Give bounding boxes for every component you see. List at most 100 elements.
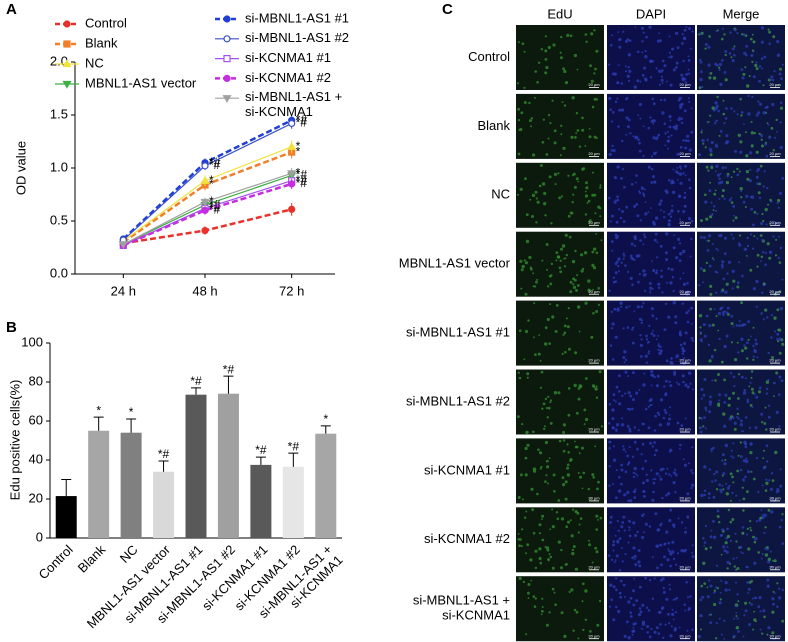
cell: [545, 474, 548, 477]
cell: [522, 580, 526, 584]
cell: [746, 400, 750, 404]
cell: [690, 336, 694, 340]
cell: [679, 343, 683, 347]
cell: [590, 335, 594, 339]
cell: [778, 587, 781, 590]
cell: [570, 588, 574, 592]
micrograph: 20 μm: [516, 507, 604, 573]
cell: [762, 251, 765, 254]
cell: [551, 315, 555, 319]
cell: [757, 605, 761, 609]
cell: [575, 411, 579, 415]
cell: [710, 201, 713, 204]
cell: [777, 256, 781, 260]
cell: [523, 516, 527, 519]
cell: [708, 35, 711, 38]
cell: [592, 476, 595, 479]
cell: [681, 42, 684, 45]
cell: [725, 482, 728, 485]
cell: [772, 590, 775, 593]
legend-marker: [223, 15, 231, 23]
micrograph: 20 μm: [607, 576, 695, 642]
bar: [217, 393, 239, 538]
column-header: DAPI: [636, 6, 666, 21]
cell: [545, 153, 549, 156]
cell: [643, 289, 647, 293]
cell: [718, 521, 721, 524]
cell: [718, 134, 721, 137]
cell: [724, 443, 728, 448]
cell: [691, 483, 695, 487]
cell: [596, 623, 600, 627]
cell: [746, 341, 749, 345]
cell: [621, 417, 624, 420]
cell: [614, 233, 618, 237]
point: [200, 176, 210, 184]
cell: [651, 97, 655, 101]
cell: [620, 82, 624, 85]
cell: [579, 475, 582, 479]
cell: [682, 380, 685, 384]
cell: [690, 306, 693, 310]
point: [287, 142, 297, 150]
cell: [661, 291, 664, 294]
cell: [774, 592, 776, 595]
scale-bar-label: 20 μm: [588, 358, 600, 363]
cell: [629, 596, 633, 600]
column-header: EdU: [547, 6, 572, 21]
micrograph: 20 μm: [697, 438, 785, 504]
cell: [664, 251, 668, 255]
cell: [698, 284, 701, 287]
cell: [516, 193, 520, 196]
cell: [591, 193, 595, 197]
cell: [627, 375, 630, 377]
cell: [732, 391, 735, 395]
cell: [763, 615, 766, 619]
cell: [767, 123, 770, 126]
cell: [656, 528, 660, 532]
annotation: *: [129, 405, 134, 419]
cell: [721, 311, 725, 314]
cell: [751, 95, 754, 98]
cell: [780, 77, 783, 80]
cell: [553, 141, 557, 145]
cell: [771, 610, 775, 614]
cell: [544, 425, 546, 428]
cell: [612, 549, 615, 552]
cell: [523, 101, 527, 104]
cell: [670, 181, 673, 185]
cell: [677, 383, 681, 386]
cell: [538, 532, 542, 535]
cell: [655, 338, 658, 341]
cell: [690, 130, 694, 134]
cell: [718, 337, 721, 341]
cell: [592, 288, 594, 291]
cell: [779, 468, 782, 471]
cell: [609, 515, 613, 519]
cell: [517, 533, 520, 535]
cell: [523, 50, 526, 53]
cell: [566, 463, 570, 467]
cell: [638, 102, 643, 107]
cell: [749, 404, 753, 407]
cell: [704, 200, 708, 204]
cell: [760, 57, 764, 60]
cell: [559, 56, 563, 60]
cell: [734, 358, 738, 362]
cell: [635, 599, 639, 603]
cell: [742, 72, 746, 76]
cell: [733, 617, 736, 620]
cell: [699, 331, 702, 334]
cell: [767, 557, 771, 561]
cell: [728, 198, 732, 202]
cell: [669, 508, 673, 512]
cell: [724, 290, 728, 294]
cell: [707, 121, 710, 123]
cell: [666, 139, 671, 143]
cell: [676, 179, 679, 181]
cell: [677, 210, 680, 213]
cell: [734, 532, 737, 535]
cell: [665, 302, 668, 305]
cell: [595, 550, 599, 554]
cell: [681, 76, 685, 81]
